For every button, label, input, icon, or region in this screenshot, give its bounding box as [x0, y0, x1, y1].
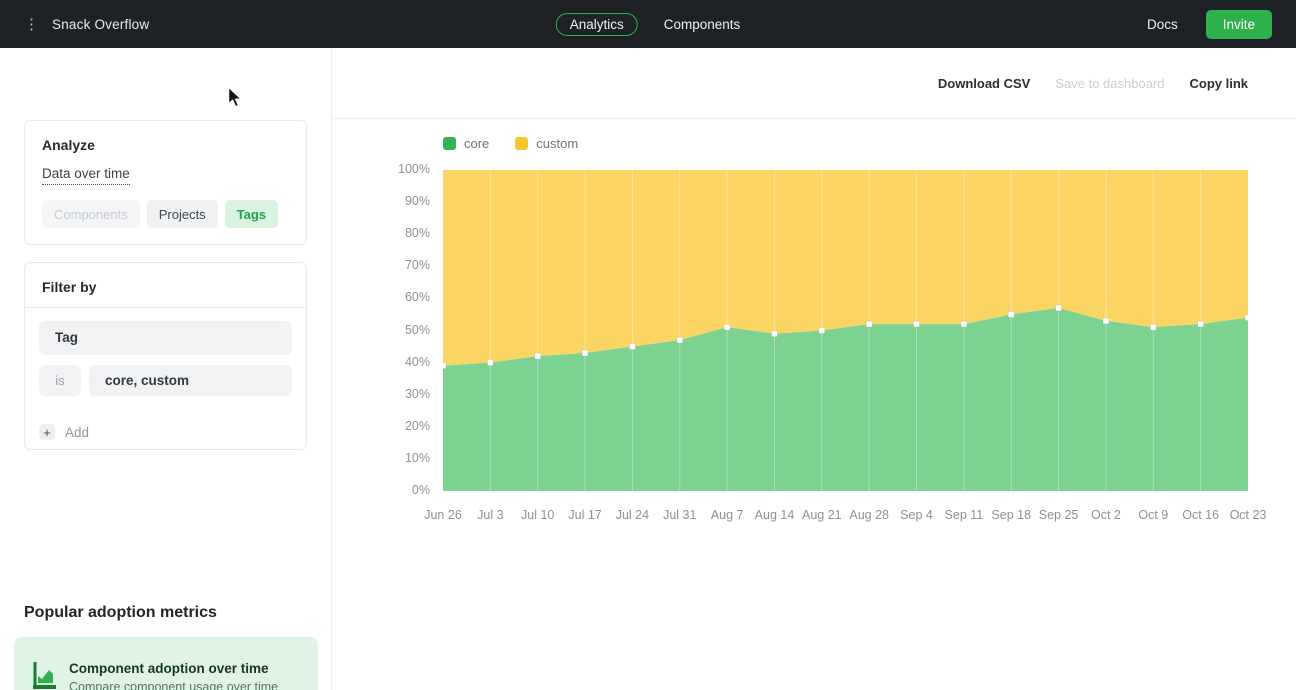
filter-field-tag[interactable]: Tag — [39, 321, 292, 355]
popular-metrics-heading: Popular adoption metrics — [24, 604, 217, 621]
x-axis-label: Oct 16 — [1182, 508, 1220, 522]
x-axis-label: Sep 18 — [991, 508, 1032, 522]
x-axis-label: Sep 25 — [1038, 508, 1079, 522]
invite-button[interactable]: Invite — [1205, 9, 1272, 39]
y-axis-label: 0% — [411, 483, 430, 497]
analyze-option-components[interactable]: Components — [42, 200, 140, 228]
top-navbar: ⋮ Snack Overflow Analytics Components Do… — [0, 0, 1296, 48]
chart-toolbar: Download CSV Save to dashboard Copy link — [332, 48, 1296, 119]
metric-card-title: Component adoption over time — [69, 661, 269, 676]
y-axis-label: 90% — [404, 194, 430, 209]
filter-operator[interactable]: is — [39, 365, 81, 396]
add-filter-label: Add — [65, 424, 90, 440]
x-axis-label: Jul 24 — [615, 508, 650, 522]
save-to-dashboard-button[interactable]: Save to dashboard — [1055, 75, 1165, 91]
y-axis-label: 60% — [404, 290, 430, 305]
x-axis-label: Aug 7 — [710, 508, 744, 522]
mouse-cursor — [227, 86, 243, 108]
filter-value[interactable]: core, custom — [89, 365, 292, 396]
x-axis-label: Oct 23 — [1229, 508, 1267, 522]
x-axis-labels: Jun 26 Jul 3 Jul 10 Jul 17 Jul 24 Jul 31 Aug 7… — [424, 508, 1266, 524]
legend-label-core: core — [464, 136, 490, 151]
x-axis-label: Aug 28 — [849, 508, 889, 522]
tab-components[interactable]: Components — [663, 16, 741, 32]
legend-swatch-core — [443, 137, 456, 150]
copy-link-button[interactable]: Copy link — [1189, 75, 1248, 91]
filter-panel: Filter by Tag is core, custom + Add — [24, 262, 307, 450]
chart-plot-area[interactable] — [443, 170, 1248, 491]
y-axis-labels: 0% 10% 20% 30% 40% 50% 60% 70% 80% 90% 100% — [350, 162, 430, 497]
y-axis-label: 50% — [404, 322, 430, 337]
y-axis-label: 40% — [404, 354, 430, 369]
area-chart-icon — [33, 662, 56, 689]
y-axis-label: 20% — [404, 418, 430, 433]
data-point-marker — [1197, 320, 1205, 328]
y-axis-label: 10% — [404, 450, 430, 465]
metric-card-subtitle: Compare component usage over time — [69, 680, 279, 690]
metric-card-component-adoption[interactable]: Component adoption over time Compare com… — [14, 637, 318, 690]
app-title: Snack Overflow — [52, 16, 150, 32]
x-axis-label: Jul 17 — [568, 508, 602, 522]
x-axis-label: Aug 21 — [802, 508, 842, 522]
legend-label-custom: custom — [536, 136, 579, 151]
x-axis-label: Aug 14 — [754, 508, 795, 522]
x-axis-label: Oct 9 — [1138, 508, 1169, 522]
x-axis-label: Sep 4 — [900, 508, 933, 522]
legend-swatch-custom — [515, 137, 529, 150]
x-axis-label: Jun 26 — [424, 508, 462, 522]
data-point-marker — [1055, 304, 1062, 312]
plot-svg — [443, 170, 1248, 491]
chart-legend: core custom — [443, 136, 578, 151]
analyze-option-projects[interactable]: Projects — [146, 200, 218, 228]
data-point-marker — [1007, 311, 1015, 318]
plus-icon: + — [39, 424, 55, 440]
data-point-marker — [960, 320, 968, 328]
data-point-marker — [865, 320, 873, 328]
docs-link[interactable]: Docs — [1146, 16, 1178, 32]
data-point-marker — [818, 327, 826, 334]
data-point-marker — [1149, 323, 1157, 331]
x-axis-label: Jul 3 — [477, 508, 504, 522]
filter-title: Filter by — [25, 263, 306, 308]
x-axis-label: Oct 2 — [1091, 508, 1121, 522]
tab-analytics[interactable]: Analytics — [555, 12, 638, 36]
kebab-menu-icon[interactable]: ⋮ — [24, 15, 39, 33]
x-axis-label: Jul 31 — [663, 508, 697, 522]
y-axis-label: 80% — [404, 226, 430, 241]
data-point-marker — [771, 330, 778, 338]
data-point-marker — [534, 352, 542, 360]
data-point-marker — [443, 362, 447, 370]
data-point-marker — [581, 349, 589, 357]
primary-tabs: Analytics Components — [555, 12, 741, 36]
data-point-marker — [723, 323, 731, 331]
sidebar-divider — [331, 48, 332, 690]
data-point-marker — [629, 343, 636, 350]
legend-item-core: core — [443, 136, 489, 151]
analyze-option-tags[interactable]: Tags — [224, 200, 279, 228]
y-axis-label: 100% — [398, 162, 430, 176]
legend-item-custom: custom — [515, 136, 578, 151]
download-csv-button[interactable]: Download CSV — [937, 75, 1031, 91]
data-point-marker — [676, 336, 684, 344]
analyze-title: Analyze — [42, 137, 95, 153]
analyze-options: Components Projects Tags — [42, 200, 289, 228]
y-axis-label: 70% — [404, 258, 430, 273]
data-point-marker — [486, 359, 494, 366]
data-point-marker — [913, 320, 920, 328]
x-axis-label: Jul 10 — [521, 508, 555, 522]
data-point-marker — [1102, 317, 1110, 325]
y-axis-label: 30% — [404, 386, 430, 401]
data-point-marker — [1244, 314, 1248, 322]
x-axis-label: Sep 11 — [944, 508, 984, 522]
analyze-panel: Analyze Data over time Components Projec… — [24, 120, 307, 245]
add-filter-button[interactable]: + Add — [39, 424, 89, 440]
metric-selector[interactable]: Data over time — [42, 166, 130, 185]
